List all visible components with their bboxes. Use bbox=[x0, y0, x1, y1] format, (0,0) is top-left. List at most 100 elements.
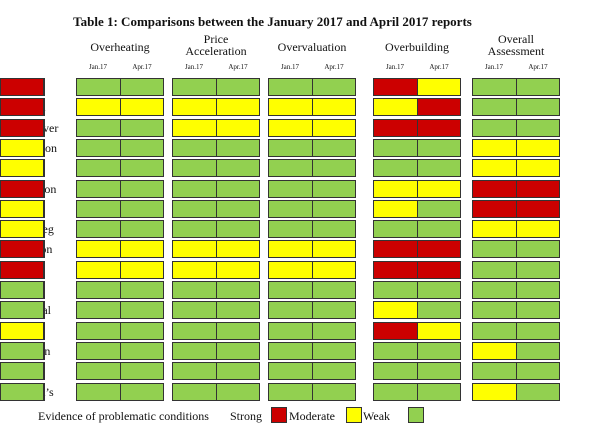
rating-cell bbox=[76, 362, 121, 381]
rating-cell bbox=[172, 240, 217, 259]
rating-cell bbox=[516, 321, 560, 340]
rating-cell bbox=[472, 118, 517, 137]
rating-cell bbox=[172, 260, 217, 279]
rating-cell bbox=[417, 220, 461, 239]
rating-cell bbox=[312, 199, 356, 218]
rating-cell bbox=[216, 260, 260, 279]
rating-cell bbox=[373, 98, 418, 117]
rating-cell bbox=[76, 98, 121, 117]
rating-cell bbox=[120, 260, 164, 279]
period-label: Apr.17 bbox=[429, 63, 449, 71]
rating-cell bbox=[0, 260, 44, 279]
rating-cell bbox=[216, 199, 260, 218]
rating-cell bbox=[216, 179, 260, 198]
rating-cell bbox=[216, 341, 260, 360]
period-label: Apr.17 bbox=[324, 63, 344, 71]
period-label: Apr.17 bbox=[228, 63, 248, 71]
rating-cell bbox=[472, 341, 517, 360]
rating-cell bbox=[76, 179, 121, 198]
rating-cell bbox=[216, 118, 260, 137]
rating-cell bbox=[373, 199, 418, 218]
rating-cell bbox=[172, 382, 217, 401]
rating-cell bbox=[373, 118, 418, 137]
rating-cell bbox=[516, 301, 560, 320]
rating-cell bbox=[120, 78, 164, 96]
rating-cell bbox=[268, 281, 313, 299]
rating-cell bbox=[417, 382, 461, 401]
rating-cell bbox=[472, 382, 517, 401]
legend-weak-swatch bbox=[408, 407, 424, 423]
rating-cell bbox=[76, 199, 121, 218]
period-label: Apr.17 bbox=[132, 63, 152, 71]
rating-cell bbox=[172, 321, 217, 340]
rating-cell bbox=[0, 159, 44, 178]
rating-cell bbox=[216, 362, 260, 381]
rating-cell bbox=[516, 118, 560, 137]
rating-cell bbox=[76, 382, 121, 401]
rating-cell bbox=[417, 240, 461, 259]
group-header-overbuilding: Overbuilding bbox=[385, 40, 449, 54]
rating-cell bbox=[172, 220, 217, 239]
rating-cell bbox=[312, 382, 356, 401]
rating-cell bbox=[76, 78, 121, 96]
legend-strong-label: Strong bbox=[230, 409, 263, 423]
rating-cell bbox=[120, 179, 164, 198]
rating-cell bbox=[312, 362, 356, 381]
rating-cell bbox=[120, 281, 164, 299]
rating-cell bbox=[0, 138, 44, 157]
rating-cell bbox=[0, 281, 44, 299]
rating-cell bbox=[216, 321, 260, 340]
rating-cell bbox=[0, 362, 44, 381]
rating-cell bbox=[312, 138, 356, 157]
rating-cell bbox=[312, 321, 356, 340]
rating-cell bbox=[120, 220, 164, 239]
rating-cell bbox=[216, 240, 260, 259]
rating-cell bbox=[417, 362, 461, 381]
rating-cell bbox=[472, 362, 517, 381]
table-title: Table 1: Comparisons between the January… bbox=[73, 14, 472, 29]
rating-cell bbox=[0, 78, 44, 96]
rating-cell bbox=[172, 118, 217, 137]
rating-cell bbox=[120, 382, 164, 401]
rating-cell bbox=[472, 199, 517, 218]
rating-cell bbox=[120, 199, 164, 218]
rating-cell bbox=[172, 199, 217, 218]
legend-weak-label: Weak bbox=[363, 409, 391, 423]
rating-cell bbox=[76, 281, 121, 299]
rating-cell bbox=[216, 159, 260, 178]
rating-cell bbox=[312, 301, 356, 320]
rating-cell bbox=[472, 301, 517, 320]
period-label: Apr.17 bbox=[528, 63, 548, 71]
rating-cell bbox=[312, 179, 356, 198]
rating-cell bbox=[120, 159, 164, 178]
rating-cell bbox=[516, 98, 560, 117]
rating-cell bbox=[417, 98, 461, 117]
rating-cell bbox=[417, 260, 461, 279]
rating-cell bbox=[516, 159, 560, 178]
rating-cell bbox=[268, 199, 313, 218]
rating-cell bbox=[312, 159, 356, 178]
rating-cell bbox=[0, 179, 44, 198]
rating-cell bbox=[172, 281, 217, 299]
rating-cell bbox=[216, 382, 260, 401]
rating-cell bbox=[216, 78, 260, 96]
rating-cell bbox=[373, 138, 418, 157]
rating-cell bbox=[172, 362, 217, 381]
rating-cell bbox=[120, 362, 164, 381]
rating-cell bbox=[268, 159, 313, 178]
rating-cell bbox=[172, 301, 217, 320]
period-label: Jan.17 bbox=[184, 63, 204, 71]
period-label: Jan.17 bbox=[484, 63, 504, 71]
rating-cell bbox=[120, 321, 164, 340]
rating-cell bbox=[0, 199, 44, 218]
rating-cell bbox=[268, 179, 313, 198]
rating-cell bbox=[312, 281, 356, 299]
rating-cell bbox=[417, 78, 461, 96]
rating-cell bbox=[373, 362, 418, 381]
rating-cell bbox=[268, 240, 313, 259]
rating-cell bbox=[268, 98, 313, 117]
rating-cell bbox=[0, 98, 44, 117]
group-header-overall-assessment: Overall Assessment bbox=[487, 32, 545, 58]
rating-cell bbox=[417, 321, 461, 340]
rating-cell bbox=[373, 321, 418, 340]
